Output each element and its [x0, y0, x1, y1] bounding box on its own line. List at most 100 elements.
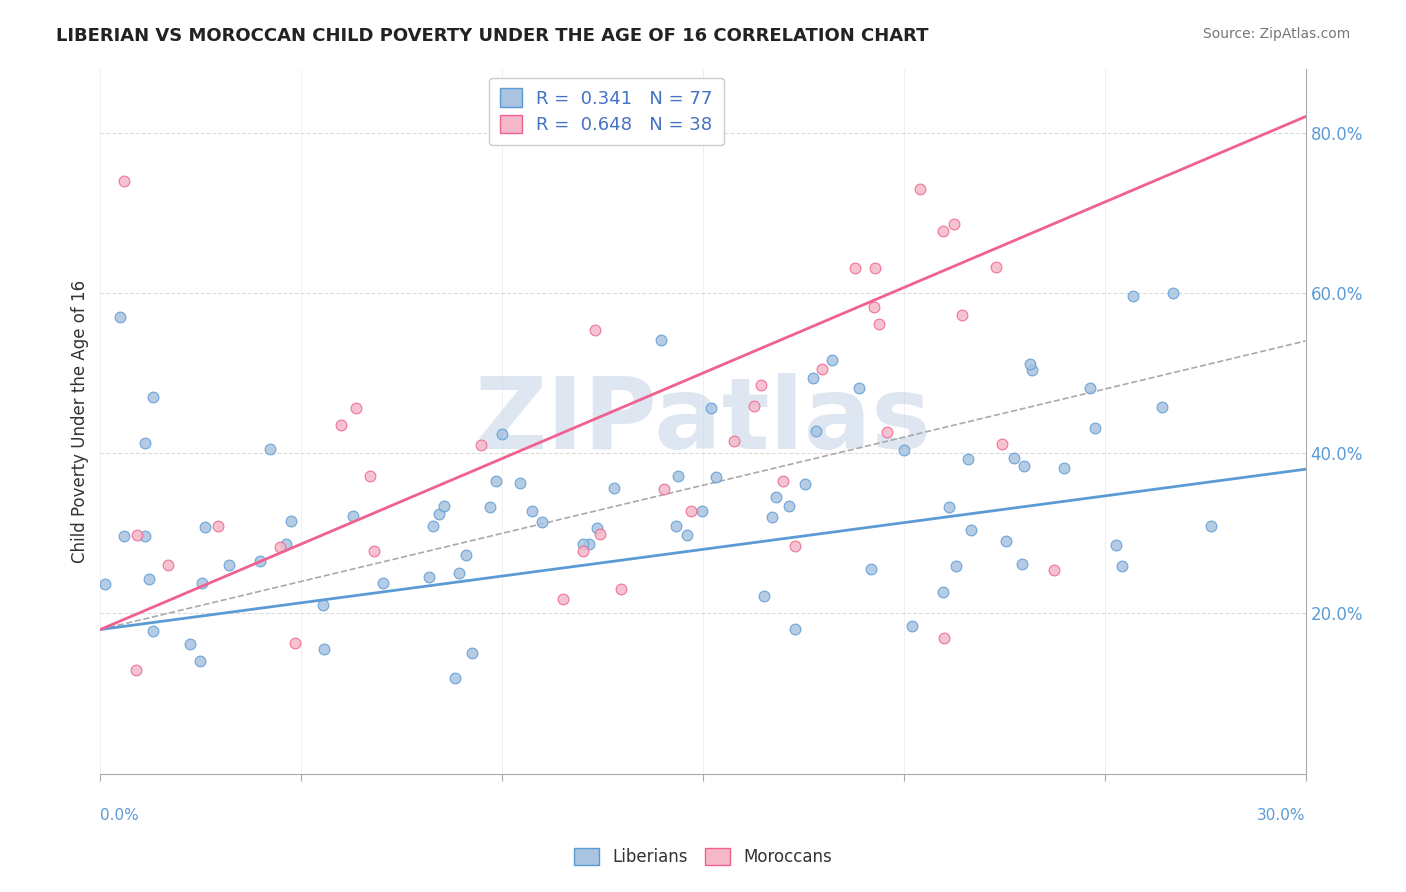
Point: [959, 523, 981, 537]
Text: 30.0%: 30.0%: [1257, 808, 1306, 823]
Point: [461, 646, 484, 660]
Y-axis label: Child Poverty Under the Age of 16: Child Poverty Under the Age of 16: [72, 279, 89, 563]
Point: [127, 528, 149, 542]
Point: [1021, 363, 1043, 377]
Point: [1002, 450, 1025, 465]
Point: [932, 224, 955, 238]
Point: [650, 334, 672, 348]
Point: [207, 519, 229, 533]
Point: [1078, 381, 1101, 395]
Point: [312, 598, 335, 612]
Point: [1053, 460, 1076, 475]
Text: ZIPatlas: ZIPatlas: [474, 373, 931, 470]
Point: [142, 390, 165, 404]
Point: [578, 537, 600, 551]
Point: [418, 570, 440, 584]
Point: [194, 520, 217, 534]
Point: [811, 361, 834, 376]
Point: [778, 499, 800, 513]
Legend: Liberians, Moroccans: Liberians, Moroccans: [565, 840, 841, 875]
Point: [723, 434, 745, 448]
Point: [269, 541, 291, 555]
Point: [371, 576, 394, 591]
Point: [443, 671, 465, 685]
Point: [583, 323, 606, 337]
Point: [179, 637, 201, 651]
Point: [344, 401, 367, 415]
Point: [284, 636, 307, 650]
Point: [785, 622, 807, 636]
Point: [908, 182, 931, 196]
Point: [1084, 421, 1107, 435]
Legend: R =  0.341   N = 77, R =  0.648   N = 38: R = 0.341 N = 77, R = 0.648 N = 38: [489, 78, 724, 145]
Point: [654, 483, 676, 497]
Point: [765, 490, 787, 504]
Point: [848, 381, 870, 395]
Point: [359, 469, 381, 483]
Point: [931, 585, 953, 599]
Point: [901, 619, 924, 633]
Point: [1012, 459, 1035, 474]
Point: [156, 558, 179, 572]
Point: [742, 399, 765, 413]
Point: [761, 510, 783, 524]
Point: [530, 515, 553, 529]
Point: [676, 528, 699, 542]
Point: [793, 476, 815, 491]
Point: [449, 566, 471, 581]
Point: [342, 509, 364, 524]
Point: [1018, 357, 1040, 371]
Point: [470, 438, 492, 452]
Point: [274, 537, 297, 551]
Point: [1199, 519, 1222, 533]
Point: [1122, 289, 1144, 303]
Point: [1161, 285, 1184, 300]
Point: [610, 582, 633, 596]
Point: [572, 537, 595, 551]
Point: [821, 352, 844, 367]
Point: [938, 500, 960, 514]
Point: [114, 174, 136, 188]
Point: [422, 518, 444, 533]
Point: [427, 507, 450, 521]
Point: [112, 529, 135, 543]
Point: [188, 654, 211, 668]
Point: [868, 317, 890, 331]
Point: [280, 514, 302, 528]
Point: [191, 575, 214, 590]
Point: [363, 544, 385, 558]
Point: [690, 504, 713, 518]
Point: [665, 519, 688, 533]
Text: Source: ZipAtlas.com: Source: ZipAtlas.com: [1202, 27, 1350, 41]
Point: [110, 310, 132, 324]
Point: [522, 504, 544, 518]
Point: [478, 500, 501, 514]
Point: [589, 526, 612, 541]
Point: [125, 663, 148, 677]
Point: [509, 475, 531, 490]
Point: [806, 424, 828, 438]
Point: [844, 261, 866, 276]
Point: [783, 539, 806, 553]
Point: [945, 559, 967, 574]
Point: [314, 641, 336, 656]
Point: [893, 443, 915, 458]
Point: [991, 437, 1014, 451]
Point: [134, 436, 156, 450]
Point: [801, 371, 824, 385]
Point: [679, 504, 702, 518]
Point: [572, 543, 595, 558]
Point: [863, 260, 886, 275]
Point: [772, 474, 794, 488]
Point: [134, 529, 156, 543]
Point: [943, 218, 966, 232]
Point: [553, 591, 575, 606]
Text: LIBERIAN VS MOROCCAN CHILD POVERTY UNDER THE AGE OF 16 CORRELATION CHART: LIBERIAN VS MOROCCAN CHILD POVERTY UNDER…: [56, 27, 929, 45]
Point: [485, 474, 508, 488]
Point: [142, 624, 165, 639]
Point: [863, 300, 886, 314]
Point: [456, 548, 478, 562]
Point: [1043, 563, 1066, 577]
Point: [1111, 558, 1133, 573]
Point: [950, 308, 973, 322]
